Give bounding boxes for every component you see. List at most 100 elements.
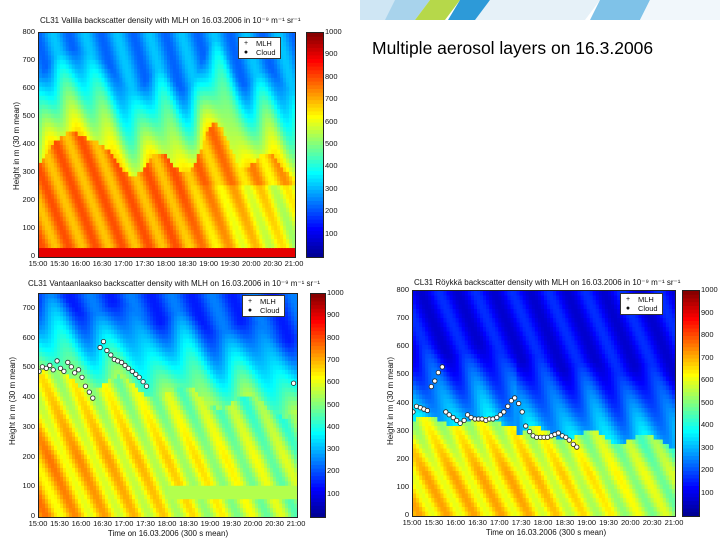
heatmap-cell bbox=[60, 503, 64, 509]
heatmap-cell bbox=[62, 239, 67, 245]
heatmap-cell bbox=[259, 234, 263, 240]
heatmap-cell bbox=[41, 185, 46, 191]
heatmap-cell bbox=[69, 476, 73, 482]
heatmap-cell bbox=[101, 136, 106, 142]
heatmap-cell bbox=[280, 239, 284, 245]
heatmap-cell bbox=[292, 145, 295, 151]
heatmap-cell bbox=[53, 194, 58, 200]
heatmap-cell bbox=[205, 140, 210, 146]
heatmap-cell bbox=[152, 203, 156, 209]
heatmap-cell bbox=[202, 230, 207, 236]
heatmap-cell bbox=[77, 82, 82, 88]
heatmap-cell bbox=[241, 207, 245, 213]
heatmap-cell bbox=[86, 131, 91, 137]
heatmap-cell bbox=[253, 171, 257, 177]
heatmap-cell bbox=[241, 212, 245, 218]
heatmap-cell bbox=[208, 100, 213, 106]
heatmap-cell bbox=[214, 243, 219, 249]
heatmap-cell bbox=[149, 41, 153, 48]
heatmap-cell bbox=[56, 95, 61, 101]
heatmap-cell bbox=[181, 41, 186, 48]
heatmap-cell bbox=[110, 73, 115, 79]
heatmap-cell bbox=[202, 82, 207, 88]
heatmap-cell bbox=[190, 203, 195, 209]
heatmap-cell bbox=[60, 387, 64, 393]
heatmap-cell bbox=[232, 68, 237, 74]
heatmap-cell bbox=[238, 118, 243, 124]
heatmap-cell bbox=[71, 68, 76, 74]
heatmap-cell bbox=[167, 100, 171, 106]
heatmap-cell bbox=[57, 294, 61, 300]
heatmap-cell bbox=[65, 216, 70, 222]
heatmap-cell bbox=[214, 176, 219, 182]
heatmap-cell bbox=[277, 86, 281, 92]
heatmap-cell bbox=[146, 33, 150, 39]
heatmap-cell bbox=[277, 91, 281, 97]
heatmap-cell bbox=[152, 171, 156, 177]
heatmap-cell bbox=[259, 59, 263, 65]
heatmap-cell bbox=[131, 189, 135, 195]
heatmap-cell bbox=[220, 64, 225, 70]
heatmap-cell bbox=[41, 122, 46, 128]
heatmap-cell bbox=[44, 131, 49, 137]
heatmap-cell bbox=[134, 180, 138, 186]
heatmap-cell bbox=[256, 185, 260, 191]
heatmap-cell bbox=[158, 180, 162, 186]
heatmap-cell bbox=[172, 203, 177, 209]
heatmap-cell bbox=[208, 64, 213, 70]
heatmap-cell bbox=[253, 198, 257, 204]
heatmap-cell bbox=[178, 64, 183, 70]
heatmap-cell bbox=[113, 198, 117, 204]
heatmap-cell bbox=[244, 212, 248, 218]
heatmap-cell bbox=[83, 86, 88, 92]
heatmap-cell bbox=[169, 171, 174, 177]
heatmap-cell bbox=[161, 91, 165, 97]
heatmap-cell bbox=[202, 180, 207, 186]
heatmap-cell bbox=[57, 302, 61, 308]
heatmap-cell bbox=[86, 95, 91, 101]
heatmap-cell bbox=[125, 171, 129, 177]
heatmap-cell bbox=[143, 82, 147, 88]
heatmap-cell bbox=[44, 100, 49, 106]
heatmap-cell bbox=[56, 234, 61, 240]
heatmap-cell bbox=[208, 153, 213, 160]
heatmap-cell bbox=[274, 221, 278, 227]
heatmap-cell bbox=[128, 203, 132, 209]
heatmap-cell bbox=[196, 243, 201, 249]
heatmap-cell bbox=[101, 127, 106, 133]
heatmap-cell bbox=[50, 207, 55, 213]
heatmap-cell bbox=[50, 167, 55, 173]
heatmap-cell bbox=[92, 82, 97, 88]
heatmap-cell bbox=[98, 171, 103, 177]
heatmap-cell bbox=[137, 41, 141, 48]
heatmap-cell bbox=[134, 194, 138, 200]
heatmap-cell bbox=[42, 338, 46, 344]
heatmap-cell bbox=[125, 198, 129, 204]
heatmap-cell bbox=[172, 230, 177, 236]
heatmap-cell bbox=[39, 59, 43, 65]
heatmap-cell bbox=[51, 450, 55, 456]
heatmap-cell bbox=[63, 476, 67, 482]
heatmap-cell bbox=[45, 423, 49, 429]
heatmap-cell bbox=[196, 136, 201, 142]
heatmap-cell bbox=[51, 347, 55, 353]
heatmap-cell bbox=[68, 95, 73, 101]
heatmap-cell bbox=[41, 136, 46, 142]
heatmap-cell bbox=[42, 302, 46, 308]
heatmap-cell bbox=[101, 162, 106, 168]
heatmap-cell bbox=[229, 248, 234, 254]
heatmap-cell bbox=[199, 252, 204, 257]
heatmap-cell bbox=[86, 37, 91, 43]
heatmap-cell bbox=[83, 33, 88, 39]
heatmap-cell bbox=[190, 149, 195, 155]
heatmap-cell bbox=[137, 252, 141, 257]
heatmap-cell bbox=[226, 158, 231, 164]
heatmap-cell bbox=[274, 239, 278, 245]
heatmap-cell bbox=[155, 176, 159, 182]
heatmap-cell bbox=[223, 153, 228, 160]
heatmap-cell bbox=[205, 149, 210, 155]
heatmap-cell bbox=[211, 189, 216, 195]
heatmap-cell bbox=[66, 302, 70, 308]
heatmap-cell bbox=[178, 73, 183, 79]
heatmap-cell bbox=[63, 325, 67, 331]
